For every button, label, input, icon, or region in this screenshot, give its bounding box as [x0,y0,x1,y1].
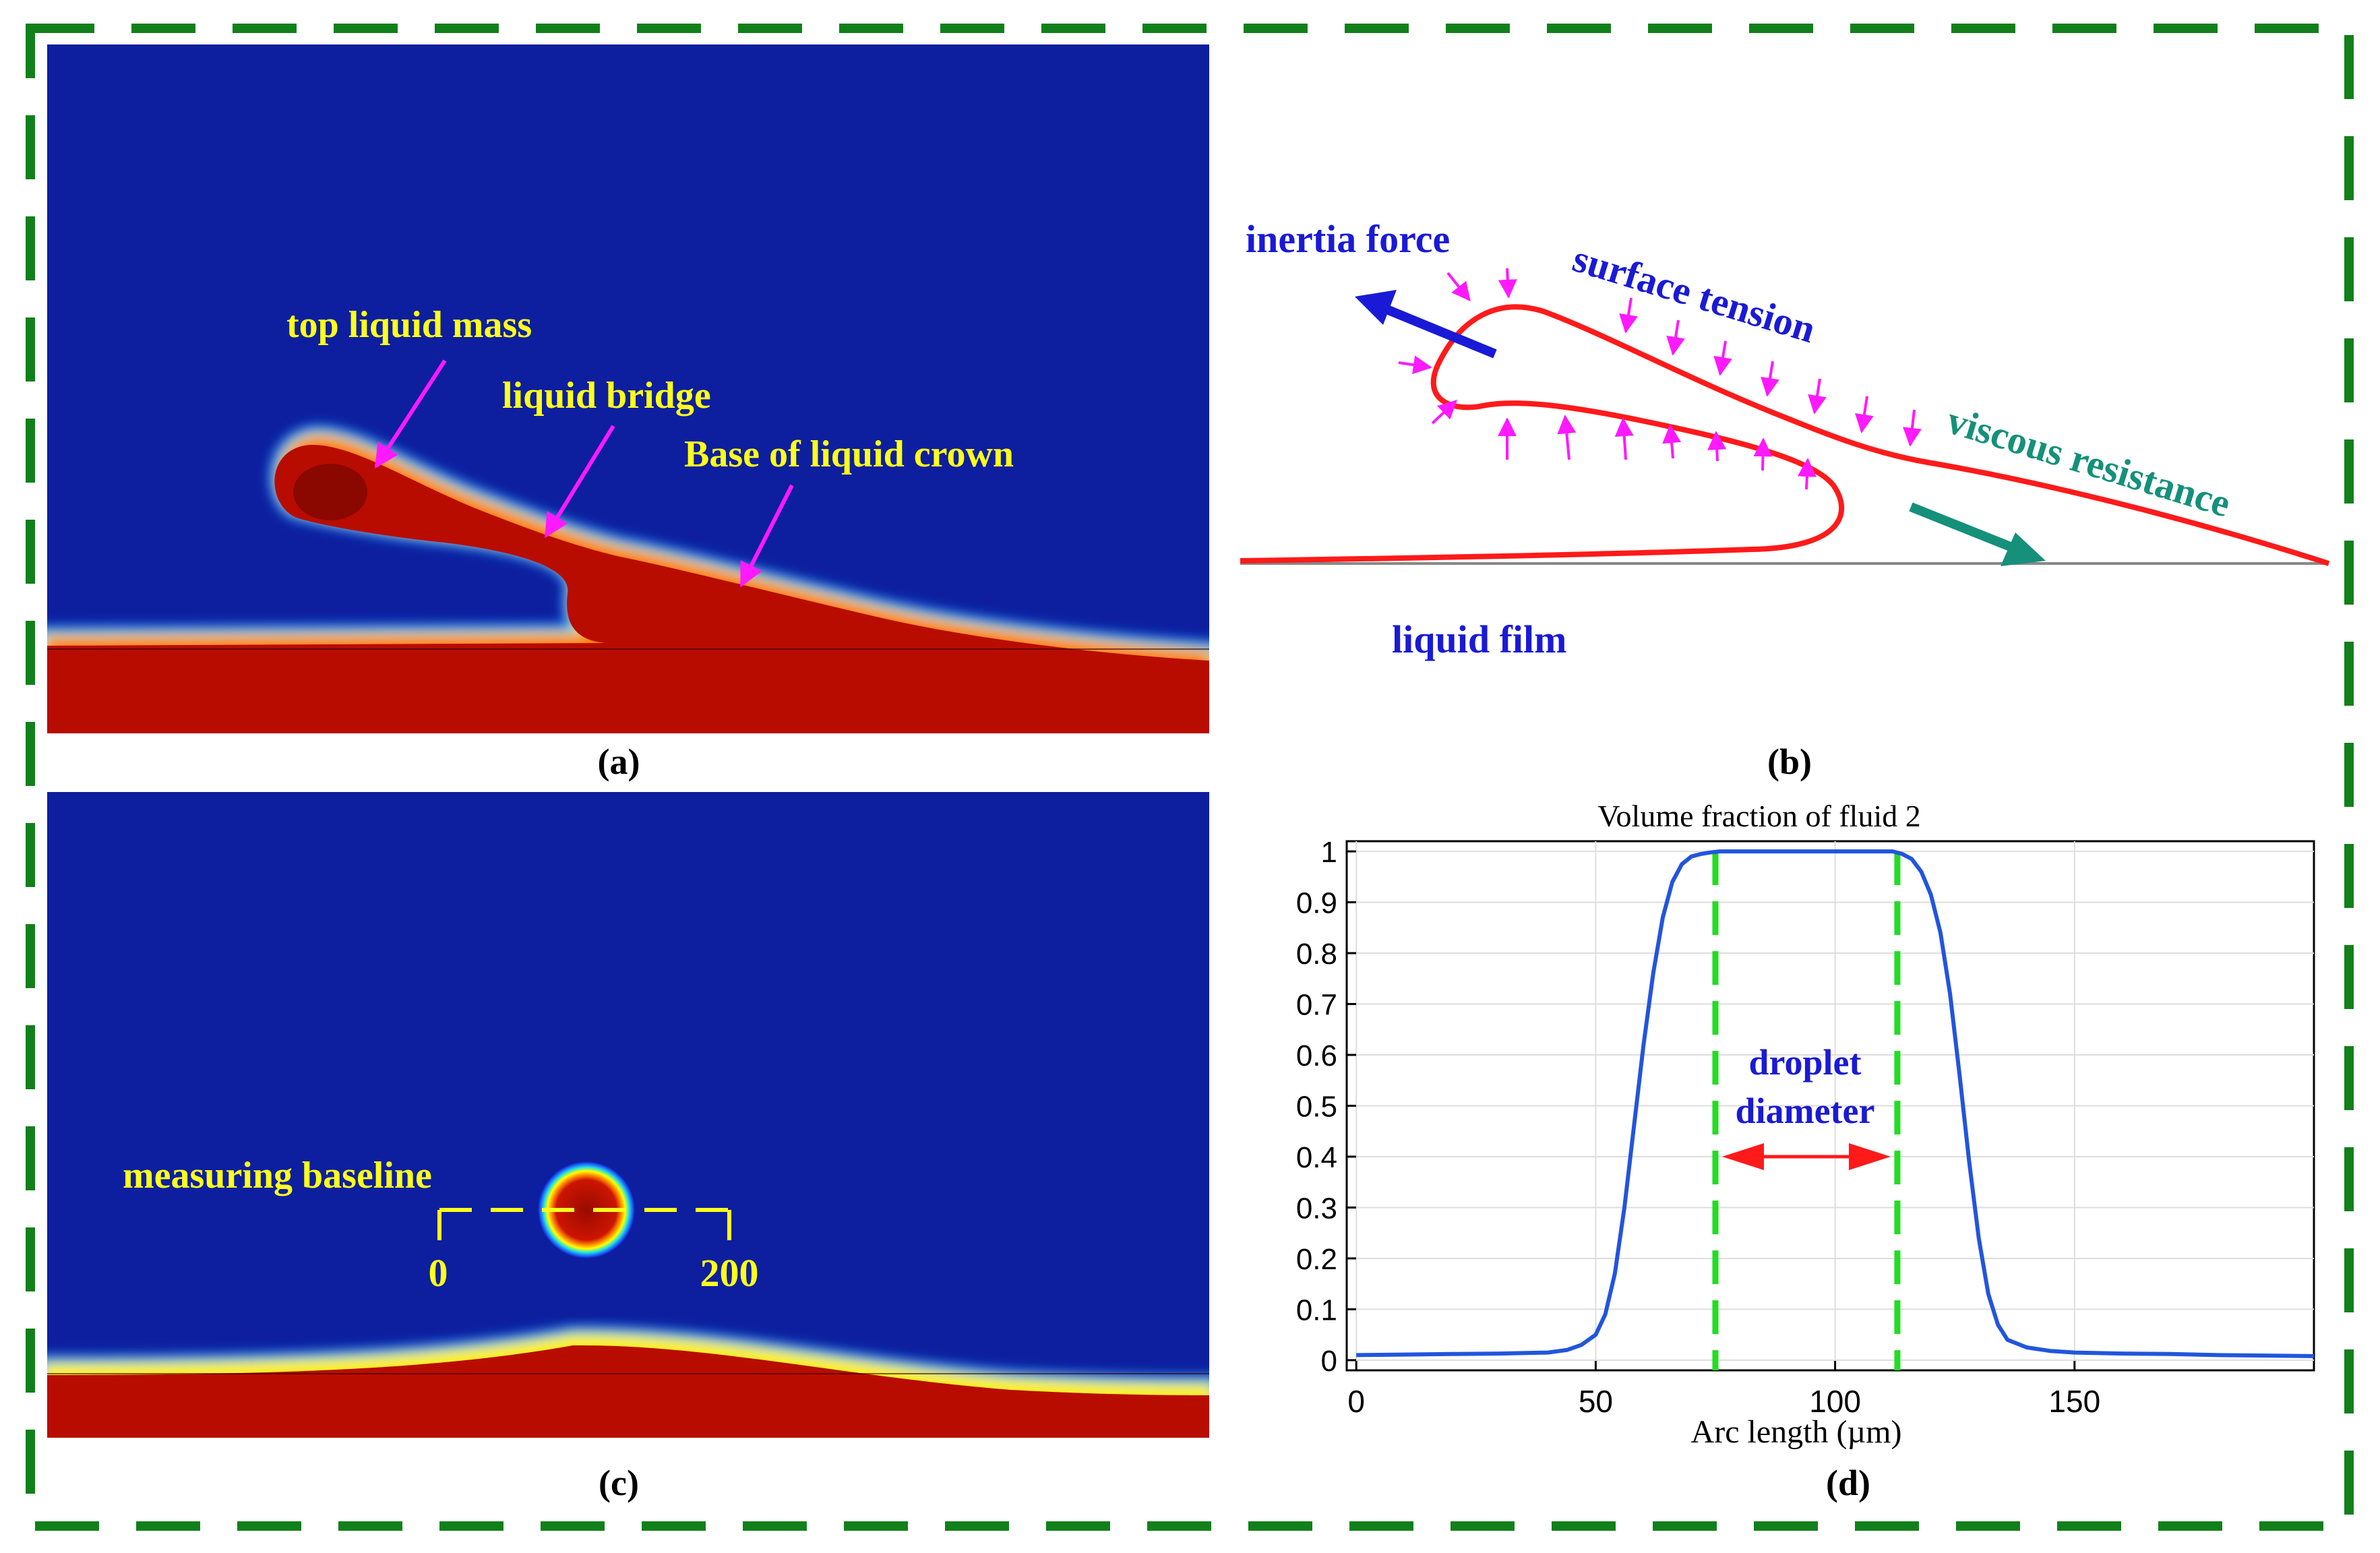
label-surface-tension: surface tension [1568,236,1821,351]
y-tick-label: 0.7 [1296,989,1337,1022]
st-arrow [1902,409,1922,447]
chart-ticks: 0 50 100 150 0 0.1 0.2 0.3 0.4 0.5 0.6 0.7 0.8 0.9 1 [1296,836,2100,1419]
arrow-base-of-crown [739,484,794,588]
surface-tension-arrows-lower [1498,415,1817,490]
label-inertia-force: inertia force [1246,217,1450,261]
viscous-resistance-arrow [1909,502,2014,552]
annotation-diameter: diameter [1736,1091,1875,1131]
st-arrow [1398,355,1432,375]
arrow-top-liquid-mass [374,359,447,469]
y-tick-label: 0.8 [1296,938,1337,971]
inertia-force-arrow [1383,304,1497,359]
x-tick-label: 0 [1347,1384,1365,1419]
label-baseline-end: 200 [700,1251,759,1295]
st-arrow [1666,319,1685,356]
label-viscous-resistance: viscous resistance [1942,398,2235,525]
y-tick-label: 0.3 [1296,1192,1337,1225]
label-baseline-start: 0 [429,1251,448,1295]
caption-b: (b) [1767,741,1812,782]
detached-droplet [538,1161,635,1258]
x-tick-label: 100 [1809,1384,1861,1419]
st-arrow [1808,378,1827,415]
panel-d: Volume fraction of fluid 2 0 50 100 150 0 0.1… [1296,799,2315,1450]
chart-title: Volume fraction of fluid 2 [1597,799,1921,833]
panel-b: inertia force surface tension viscous re… [1240,217,2330,661]
y-tick-label: 0 [1321,1345,1337,1378]
label-base-of-crown: Base of liquid crown [684,433,1014,475]
panel-c-liquid [47,1345,1209,1438]
y-tick-label: 0.6 [1296,1039,1337,1072]
st-arrow [1614,417,1634,460]
surface-tension-arrows [1398,268,1922,447]
panel-b-crown-outline [1240,304,2330,566]
st-arrow [1707,431,1727,462]
y-tick-label: 0.5 [1296,1091,1337,1124]
st-arrow [1557,415,1577,460]
x-tick-label: 50 [1579,1384,1613,1419]
st-arrow [1619,297,1638,334]
y-tick-label: 0.9 [1296,887,1337,920]
y-tick-label: 0.1 [1296,1293,1337,1327]
label-liquid-film: liquid film [1392,617,1566,661]
y-tick-label: 0.2 [1296,1243,1337,1276]
outer-dashed-frame [26,24,2354,1531]
viscous-resistance-arrowhead [2001,532,2046,566]
series-line-volume-fraction [1356,849,2315,1358]
label-top-liquid-mass: top liquid mass [286,304,532,346]
diameter-arrow-left [1722,1143,1765,1170]
st-arrow [1662,424,1682,459]
chart-markers [1712,851,1901,1370]
st-arrow [1854,396,1874,433]
chart-xlabel: Arc length (µm) [1691,1414,1902,1450]
st-arrow [1797,458,1817,490]
st-arrow [1498,268,1517,299]
y-tick-label: 1 [1321,836,1337,869]
diameter-arrow-right [1848,1143,1891,1170]
st-arrow [1431,400,1458,425]
measuring-baseline [437,1208,731,1240]
caption-c: (c) [599,1463,639,1503]
annotation-droplet: droplet [1748,1042,1861,1083]
label-liquid-bridge: liquid bridge [502,375,711,417]
caption-a: (a) [598,741,640,782]
label-measuring-baseline: measuring baseline [123,1155,432,1196]
panel-a: top liquid mass liquid bridge Base of li… [47,44,1209,733]
y-tick-label: 0.4 [1296,1141,1337,1174]
caption-d: (d) [1826,1463,1870,1503]
top-liquid-mass-core [293,464,367,520]
panel-c: measuring baseline 0 200 [47,792,1209,1438]
st-arrow [1446,272,1471,302]
st-arrow [1761,361,1779,397]
st-arrow [1713,340,1732,376]
droplet-diameter-annotation: droplet diameter [1722,1042,1891,1170]
inertia-force-arrowhead [1355,290,1397,325]
arrow-liquid-bridge [544,425,615,539]
x-tick-label: 150 [2048,1384,2100,1419]
